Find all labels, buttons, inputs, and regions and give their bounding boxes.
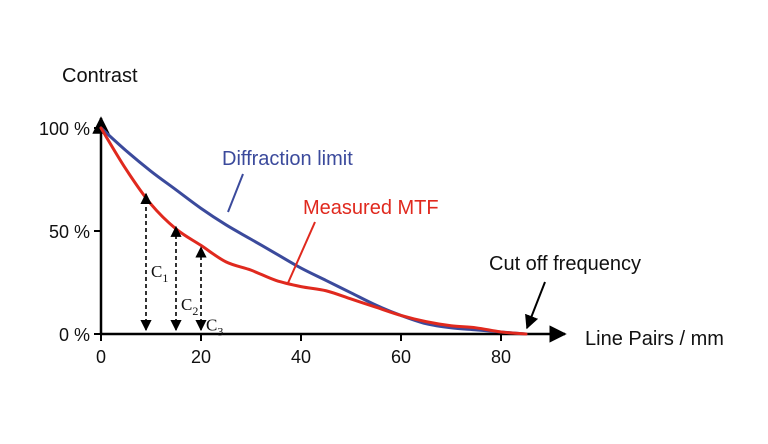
series-line-diffraction-limit <box>99 126 528 336</box>
y-axis-label: Contrast <box>62 65 138 87</box>
contrast-marker-label: C3 <box>206 315 223 338</box>
x-tick-label: 60 <box>391 347 411 367</box>
x-tick-label: 0 <box>96 347 106 367</box>
series-label-measured-mtf: Measured MTF <box>303 197 439 219</box>
y-tick-label: 0 % <box>59 325 90 345</box>
y-tick-label: 50 % <box>49 222 90 242</box>
x-tick-label: 80 <box>491 347 511 367</box>
x-tick-label: 40 <box>291 347 311 367</box>
contrast-markers: C1 C2 C3 <box>140 192 223 338</box>
cutoff-annotation-label: Cut off frequency <box>489 253 641 275</box>
series-label-measured-leader <box>287 221 316 284</box>
axis-ticks: 0 20 40 60 80 0 % 50 % 100 % <box>39 119 511 367</box>
contrast-marker-label: C1 <box>151 262 168 285</box>
x-axis-label: Line Pairs / mm <box>585 328 724 350</box>
x-tick-label: 20 <box>191 347 211 367</box>
series-label-diffraction-leader <box>227 173 244 213</box>
y-tick-label: 100 % <box>39 119 90 139</box>
cutoff-annotation-arrow <box>525 281 546 330</box>
contrast-marker-label: C2 <box>181 295 198 318</box>
series-label-diffraction-limit: Diffraction limit <box>222 148 353 170</box>
